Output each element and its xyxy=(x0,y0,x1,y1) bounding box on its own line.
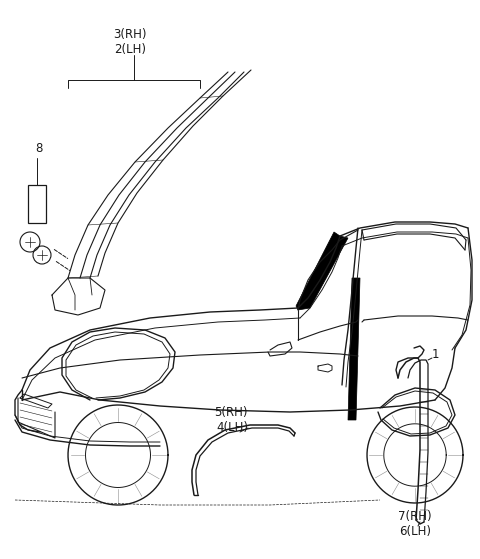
Polygon shape xyxy=(296,232,348,310)
Text: 5(RH)
4(LH): 5(RH) 4(LH) xyxy=(215,406,248,434)
Text: 8: 8 xyxy=(35,141,42,154)
Polygon shape xyxy=(348,278,360,420)
Text: 3(RH)
2(LH): 3(RH) 2(LH) xyxy=(113,28,147,56)
Text: 7(RH)
6(LH): 7(RH) 6(LH) xyxy=(398,510,432,538)
FancyBboxPatch shape xyxy=(28,185,46,223)
Text: 1: 1 xyxy=(432,348,440,362)
